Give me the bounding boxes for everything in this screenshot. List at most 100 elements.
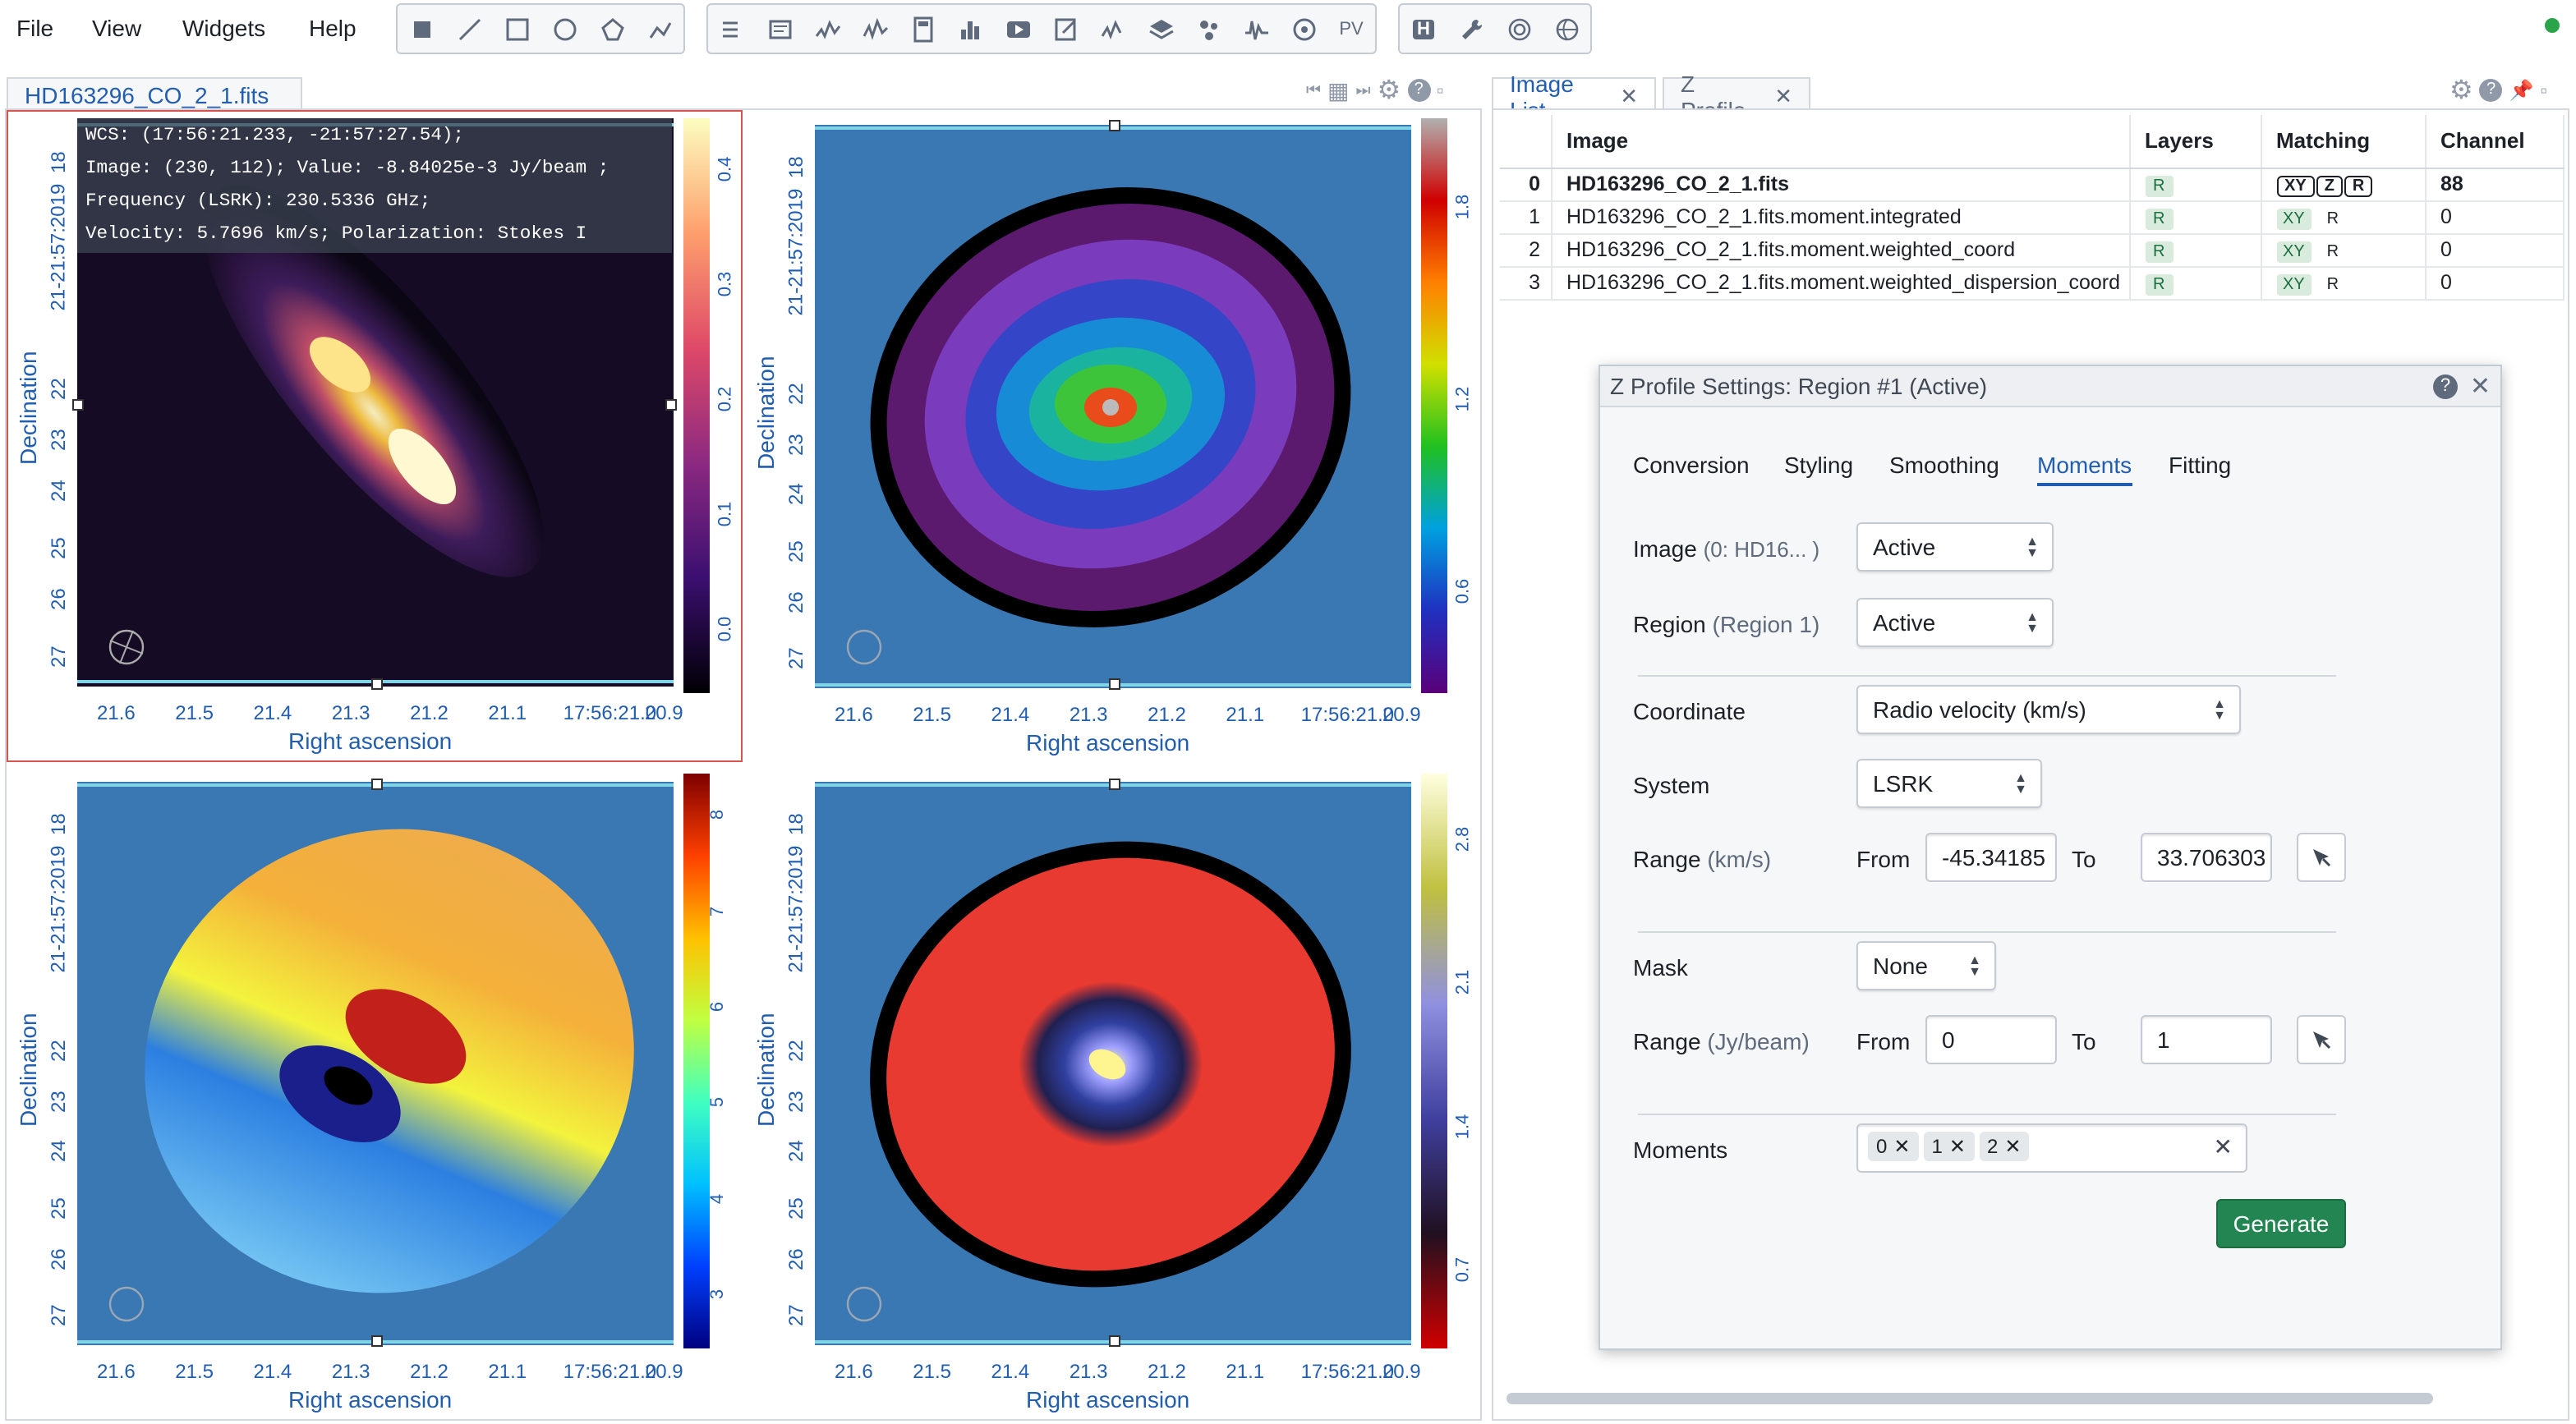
mask-range-cursor-select-icon[interactable] xyxy=(2297,1015,2346,1064)
help-icon[interactable]: ? xyxy=(2479,79,2503,102)
animator-play-icon[interactable] xyxy=(994,5,1042,53)
tab-styling[interactable]: Styling xyxy=(1784,452,1854,478)
menu-help[interactable]: Help xyxy=(309,15,356,41)
region-handle[interactable] xyxy=(1109,1335,1120,1347)
render-config-icon[interactable] xyxy=(1042,5,1089,53)
table-row[interactable]: 1 HD163296_CO_2_1.fits.moment.integrated… xyxy=(1500,200,2564,234)
moment-chip[interactable]: 0 ✕ xyxy=(1868,1132,1919,1161)
distance-measure-icon[interactable] xyxy=(1495,5,1543,53)
moments-multiselect[interactable]: 0 ✕ 1 ✕ 2 ✕ ✕ xyxy=(1856,1123,2247,1173)
dialog-title[interactable]: Z Profile Settings: Region #1 (Active) ?… xyxy=(1600,366,2500,407)
tab-z-profile[interactable]: Z Profile ✕ xyxy=(1663,70,1810,122)
moment-chip[interactable]: 1 ✕ xyxy=(1923,1132,1974,1161)
match-z-toggle[interactable]: Z xyxy=(2316,175,2343,196)
match-xy-toggle[interactable]: XY xyxy=(2276,175,2315,196)
region-handle[interactable] xyxy=(1109,779,1120,790)
region-handle[interactable] xyxy=(665,399,677,411)
coordinate-select[interactable]: Radio velocity (km/s) ▲ ▼ xyxy=(1856,685,2241,734)
statistics-calculator-icon[interactable] xyxy=(899,5,946,53)
pointer-square-icon[interactable] xyxy=(398,5,445,53)
polygon-tool-icon[interactable] xyxy=(588,5,636,53)
match-xy-toggle[interactable]: XY xyxy=(2276,273,2312,295)
raster-layer-tag[interactable]: R xyxy=(2145,241,2174,262)
settings-gear-icon[interactable]: ⚙ xyxy=(2450,77,2473,105)
menu-view[interactable]: View xyxy=(92,15,142,41)
region-handle[interactable] xyxy=(1109,678,1120,690)
raster-layer-tag[interactable]: R xyxy=(2145,273,2174,295)
region-handle[interactable] xyxy=(371,678,383,690)
moment-target-icon[interactable] xyxy=(1280,5,1327,53)
close-icon[interactable]: ✕ xyxy=(2469,373,2491,401)
table-row[interactable]: 0 HD163296_CO_2_1.fits R XY Z R 88 xyxy=(1500,168,2564,201)
match-r-toggle[interactable]: R xyxy=(2326,209,2339,227)
range-from-input[interactable]: -45.34185 xyxy=(1925,833,2057,882)
mask-range-to-input[interactable]: 1 xyxy=(2141,1015,2272,1064)
pv-generator-button[interactable]: PV xyxy=(1339,19,1364,39)
match-r-toggle[interactable]: R xyxy=(2326,275,2339,293)
online-catalog-icon[interactable] xyxy=(1543,5,1590,53)
xy-profile-icon[interactable] xyxy=(803,5,851,53)
close-icon[interactable]: ✕ xyxy=(1620,83,1638,108)
image-view-tab[interactable]: HD163296_CO_2_1.fits xyxy=(7,77,302,110)
rectangle-tool-icon[interactable] xyxy=(493,5,540,53)
z-profile-icon[interactable] xyxy=(851,5,899,53)
moment-chip[interactable]: 2 ✕ xyxy=(1979,1132,2030,1161)
wrench-icon[interactable] xyxy=(1447,5,1495,53)
tab-fitting[interactable]: Fitting xyxy=(2169,452,2232,478)
line-tool-icon[interactable] xyxy=(445,5,493,53)
match-xy-toggle[interactable]: XY xyxy=(2276,241,2312,262)
raster-layer-tag[interactable]: R xyxy=(2145,208,2174,229)
remove-chip-icon[interactable]: ✕ xyxy=(2004,1135,2022,1158)
mask-range-from-input[interactable]: 0 xyxy=(1925,1015,2057,1064)
menu-file[interactable]: File xyxy=(16,15,54,41)
maximize-icon[interactable]: ▫ xyxy=(1437,79,1444,102)
region-handle[interactable] xyxy=(371,1335,383,1347)
table-row[interactable]: 3 HD163296_CO_2_1.fits.moment.weighted_d… xyxy=(1500,266,2564,300)
maximize-icon[interactable]: ▫ xyxy=(2540,79,2548,102)
ellipse-tool-icon[interactable] xyxy=(540,5,588,53)
match-r-toggle[interactable]: R xyxy=(2344,175,2373,196)
polyline-tool-icon[interactable] xyxy=(636,5,683,53)
horizontal-scrollbar[interactable] xyxy=(1506,1393,2433,1404)
image-moment1[interactable] xyxy=(77,782,674,1345)
image-select[interactable]: Active ▲ ▼ xyxy=(1856,522,2054,572)
region-handle[interactable] xyxy=(72,399,84,411)
match-r-toggle[interactable]: R xyxy=(2326,242,2339,260)
header-info-icon[interactable] xyxy=(708,5,756,53)
stokes-profile-icon[interactable] xyxy=(1089,5,1137,53)
tab-image-list[interactable]: Image List ✕ xyxy=(1492,70,1656,122)
menu-widgets[interactable]: Widgets xyxy=(182,15,266,41)
range-to-input[interactable]: 33.706303 xyxy=(2141,833,2272,882)
region-handle[interactable] xyxy=(371,779,383,790)
histogram-icon[interactable] xyxy=(946,5,994,53)
close-icon[interactable]: ✕ xyxy=(1774,83,1792,108)
system-select[interactable]: LSRK ▲ ▼ xyxy=(1856,759,2042,808)
image-moment-dispersion[interactable] xyxy=(815,782,1411,1345)
range-cursor-select-icon[interactable] xyxy=(2297,833,2346,882)
table-row[interactable]: 2 HD163296_CO_2_1.fits.moment.weighted_c… xyxy=(1500,233,2564,267)
image-info-icon[interactable] xyxy=(756,5,803,53)
pin-icon[interactable]: 📌 xyxy=(2509,79,2534,102)
generate-button[interactable]: Generate xyxy=(2216,1199,2346,1248)
region-handle[interactable] xyxy=(1109,120,1120,131)
region-select[interactable]: Active ▲ ▼ xyxy=(1856,598,2054,647)
catalog-icon[interactable] xyxy=(1184,5,1232,53)
image-moment2[interactable] xyxy=(815,125,1411,688)
tab-smoothing[interactable]: Smoothing xyxy=(1889,452,1999,478)
frame-integrated-intensity[interactable] xyxy=(7,110,743,762)
raster-layer-tag[interactable]: R xyxy=(2145,175,2174,196)
help-icon[interactable]: ? xyxy=(1407,79,1431,102)
mask-select[interactable]: None ▲ ▼ xyxy=(1856,941,1996,990)
match-xy-toggle[interactable]: XY xyxy=(2276,208,2312,229)
grid-layout-icon[interactable]: ▦ xyxy=(1327,76,1350,103)
tab-moments[interactable]: Moments xyxy=(2037,452,2132,486)
help-icon[interactable]: ? xyxy=(2433,374,2458,399)
settings-gear-icon[interactable]: ⚙ xyxy=(1377,77,1401,105)
spectral-line-query-icon[interactable] xyxy=(1232,5,1280,53)
next-frame-icon[interactable]: ⏭ xyxy=(1355,81,1371,99)
remove-chip-icon[interactable]: ✕ xyxy=(1893,1135,1911,1158)
prev-frame-icon[interactable]: ⏮ xyxy=(1306,81,1321,99)
tab-conversion[interactable]: Conversion xyxy=(1633,452,1750,478)
clear-all-icon[interactable]: ✕ xyxy=(2213,1133,2233,1160)
hips-icon[interactable]: H xyxy=(1400,5,1447,53)
